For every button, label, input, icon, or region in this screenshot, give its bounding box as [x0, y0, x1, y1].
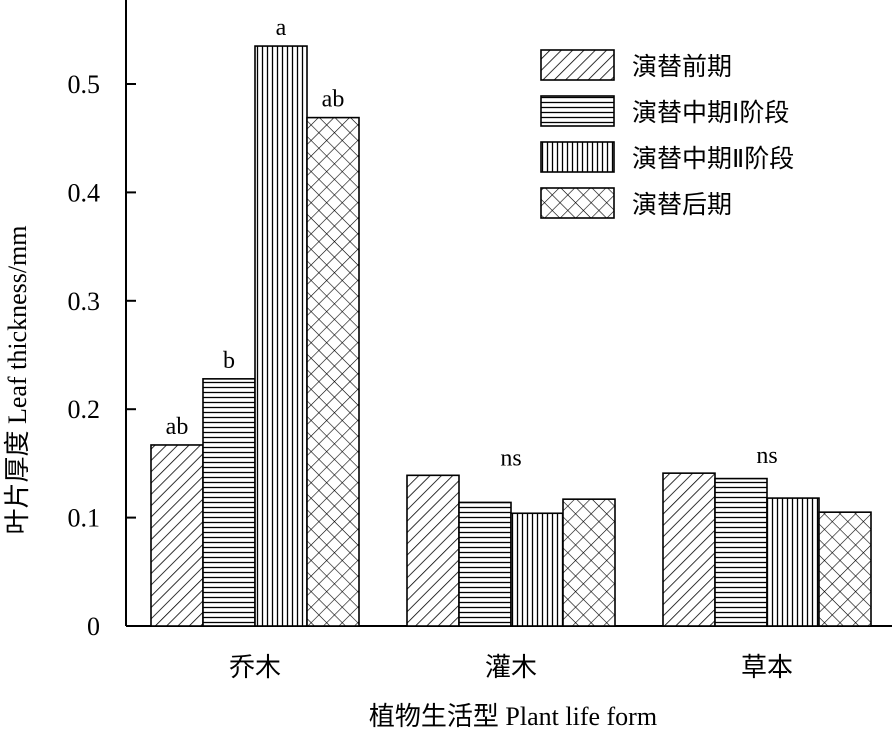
legend-swatch — [540, 95, 615, 127]
significance-labels: ab b a ab ns ns — [166, 15, 778, 471]
y-tick-label: 0.4 — [68, 178, 101, 207]
group-significance-label: ns — [756, 443, 777, 469]
bar — [254, 45, 308, 627]
bar — [406, 474, 460, 627]
y-tick-label: 0.1 — [68, 504, 101, 533]
y-axis-title: 叶片厚度 Leaf thickness/mm — [3, 225, 32, 534]
category-label: 灌木 — [485, 653, 537, 683]
bar — [510, 512, 564, 627]
legend-label: 演替中期Ⅱ阶段 — [632, 144, 794, 173]
legend-label: 演替后期 — [632, 190, 732, 219]
y-tick-label: 0.2 — [68, 395, 101, 424]
legend-swatch — [540, 141, 615, 173]
significance-label: ab — [166, 414, 189, 440]
group-significance-label: ns — [500, 445, 521, 471]
category-label: 乔木 — [229, 653, 281, 683]
y-ticks: 0 0.1 0.2 0.3 0.4 0.5 — [68, 70, 136, 641]
bar — [202, 378, 256, 627]
bars — [150, 45, 872, 627]
legend-label: 演替前期 — [632, 52, 732, 81]
category-label: 草本 — [741, 653, 793, 683]
legend-swatch — [540, 49, 615, 81]
significance-label: a — [276, 15, 287, 41]
bar — [662, 472, 716, 627]
significance-label: ab — [322, 87, 345, 113]
significance-label: b — [223, 348, 235, 374]
y-tick-label: 0.5 — [68, 70, 101, 99]
y-tick-label: 0 — [87, 612, 100, 641]
category-labels: 乔木 灌木 草本 — [229, 653, 793, 683]
y-tick-label: 0.3 — [68, 287, 101, 316]
legend-label: 演替中期Ⅰ阶段 — [632, 98, 789, 127]
bar — [458, 501, 512, 627]
legend-swatch — [540, 187, 615, 219]
bar — [714, 477, 768, 627]
bar — [766, 497, 820, 627]
bar — [818, 511, 872, 627]
bar — [306, 116, 360, 627]
bar — [562, 498, 616, 627]
bar — [150, 444, 204, 627]
x-axis-title: 植物生活型 Plant life form — [369, 702, 657, 730]
